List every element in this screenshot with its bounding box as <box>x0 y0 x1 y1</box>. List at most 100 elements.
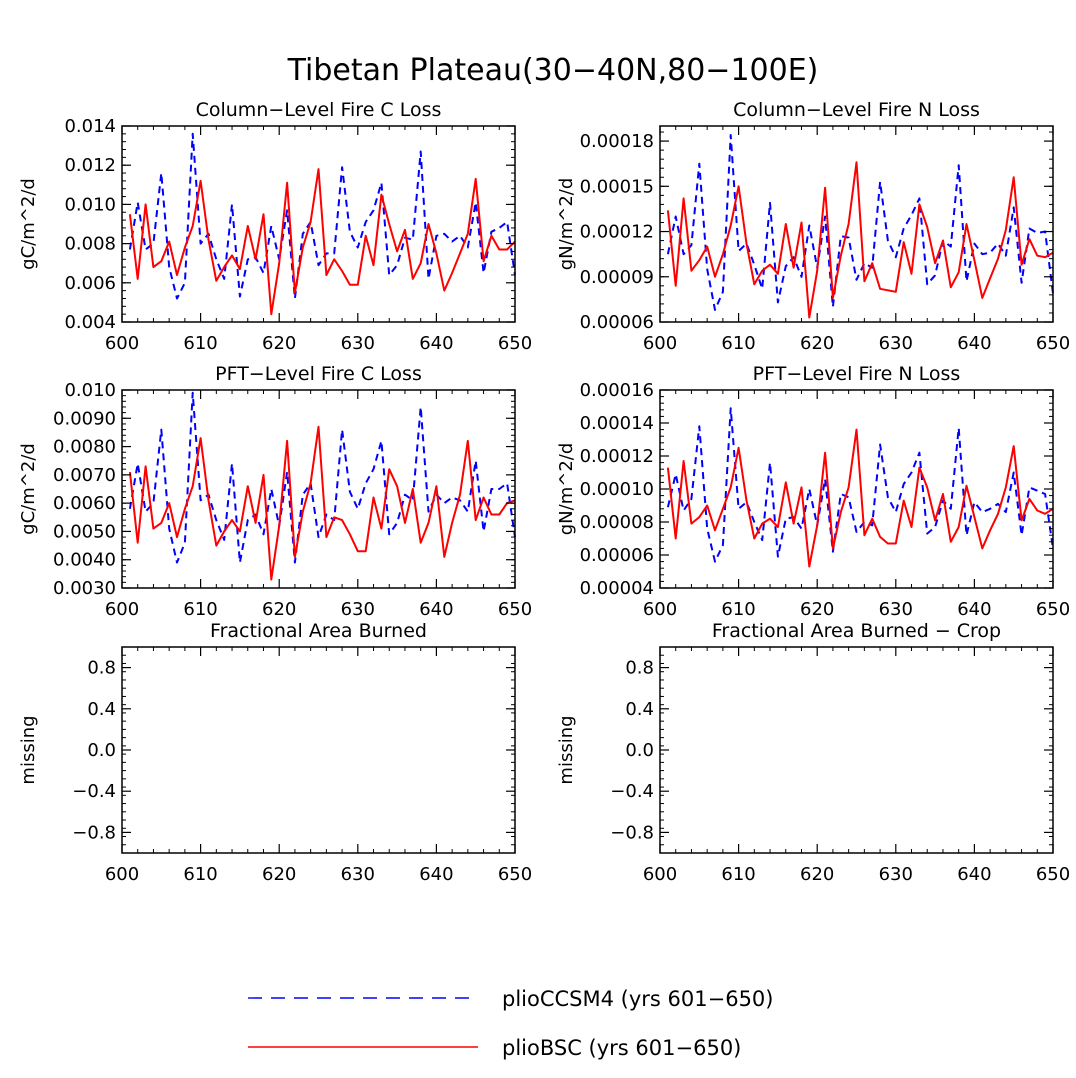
panels: Column−Level Fire C Loss gC/m^2/d 600 610 62… <box>18 99 1070 885</box>
x-tick-label: 630 <box>341 599 375 620</box>
y-tick-label: 0.00006 <box>580 312 654 333</box>
y-tick-label: 0.00014 <box>580 413 654 434</box>
x-tick-label: 640 <box>419 599 453 620</box>
x-tick-label: 650 <box>1036 599 1070 620</box>
y-axis-label: missing <box>18 715 39 784</box>
y-tick-label: 0.00012 <box>580 222 654 243</box>
x-tick-label: 620 <box>800 864 834 885</box>
y-axis-label: missing <box>556 715 577 784</box>
y-tick-label: −0.4 <box>610 781 654 802</box>
x-tick-label: 630 <box>341 864 375 885</box>
y-tick-label: 0.00018 <box>580 131 654 152</box>
figure-title: Tibetan Plateau(30−40N,80−100E) <box>287 53 819 88</box>
x-tick-label: 620 <box>800 333 834 354</box>
x-tick-label: 600 <box>643 864 677 885</box>
x-tick-label: 630 <box>341 333 375 354</box>
y-tick-label: 0.0080 <box>53 437 116 458</box>
y-tick-label: 0.010 <box>64 194 116 215</box>
x-tick-label: 640 <box>419 864 453 885</box>
series-line-pliobsc <box>128 425 516 581</box>
x-tick-label: 620 <box>262 864 296 885</box>
y-tick-label: 0.00010 <box>580 479 654 500</box>
y-axis-label: gC/m^2/d <box>18 178 39 270</box>
y-tick-label: 0.00009 <box>580 267 654 288</box>
plot-frame <box>659 125 1054 323</box>
y-tick-label: −0.8 <box>610 822 654 843</box>
y-tick-label: −0.8 <box>72 822 116 843</box>
y-tick-label: 0.0050 <box>53 521 116 542</box>
x-tick-label: 640 <box>957 599 991 620</box>
x-tick-label: 640 <box>419 333 453 354</box>
y-tick-label: −0.4 <box>72 781 116 802</box>
panel-6: Fractional Area Burned − Crop missing 600 6… <box>556 620 1070 885</box>
panel-3: PFT−Level Fire C Loss gC/m^2/d 600 610 620 63… <box>18 363 532 620</box>
x-tick-label: 650 <box>1036 864 1070 885</box>
y-tick-label: 0.0030 <box>53 578 116 599</box>
x-tick-label: 600 <box>643 333 677 354</box>
x-tick-label: 640 <box>957 864 991 885</box>
x-tick-label: 610 <box>721 599 755 620</box>
x-tick-label: 650 <box>498 333 532 354</box>
x-tick-label: 600 <box>105 864 139 885</box>
x-tick-label: 650 <box>498 864 532 885</box>
x-tick-label: 620 <box>800 599 834 620</box>
x-tick-label: 610 <box>183 864 217 885</box>
x-tick-label: 630 <box>879 599 913 620</box>
y-tick-label: 0.0060 <box>53 493 116 514</box>
y-tick-label: 0.0 <box>625 740 654 761</box>
y-tick-label: 0.004 <box>64 312 116 333</box>
x-tick-label: 610 <box>183 333 217 354</box>
y-tick-label: 0.008 <box>64 234 116 255</box>
y-tick-label: 0.00008 <box>580 512 654 533</box>
legend: plioCCSM4 (yrs 601−650) plioBSC (yrs 601… <box>248 987 773 1060</box>
x-tick-label: 610 <box>721 864 755 885</box>
legend-label-ccsm4: plioCCSM4 (yrs 601−650) <box>502 987 773 1011</box>
x-tick-label: 630 <box>879 864 913 885</box>
plot-frame <box>659 389 1054 589</box>
y-tick-label: 0.0090 <box>53 408 116 429</box>
legend-label-bsc: plioBSC (yrs 601−650) <box>502 1036 741 1060</box>
y-tick-label: 0.00016 <box>580 380 654 401</box>
y-tick-label: 0.010 <box>64 380 116 401</box>
y-tick-label: 0.012 <box>64 155 116 176</box>
x-tick-label: 600 <box>105 333 139 354</box>
panel-title: PFT−Level Fire C Loss <box>215 363 422 385</box>
plot-frame <box>121 125 516 323</box>
y-tick-label: 0.8 <box>87 658 116 679</box>
panel-title: Fractional Area Burned − Crop <box>712 620 1001 642</box>
panel-1: Column−Level Fire C Loss gC/m^2/d 600 610 62… <box>18 99 532 354</box>
y-tick-label: 0.4 <box>625 699 654 720</box>
y-axis-label: gC/m^2/d <box>18 443 39 535</box>
series-line-pliobsc <box>666 428 1054 568</box>
y-tick-label: 0.0070 <box>53 465 116 486</box>
panel-4: PFT−Level Fire N Loss gN/m^2/d 600 610 620 63… <box>556 363 1070 620</box>
y-tick-label: 0.8 <box>625 658 654 679</box>
y-tick-label: 0.006 <box>64 273 116 294</box>
x-tick-label: 620 <box>262 333 296 354</box>
panel-title: Column−Level Fire C Loss <box>196 99 442 121</box>
series-line-pliobsc <box>666 161 1054 319</box>
x-tick-label: 650 <box>498 599 532 620</box>
x-tick-label: 600 <box>643 599 677 620</box>
y-tick-label: 0.00006 <box>580 545 654 566</box>
x-tick-label: 610 <box>183 599 217 620</box>
panel-title: Fractional Area Burned <box>210 620 427 642</box>
x-tick-label: 650 <box>1036 333 1070 354</box>
plot-frame <box>121 646 516 854</box>
x-tick-label: 630 <box>879 333 913 354</box>
x-tick-label: 610 <box>721 333 755 354</box>
series-line-plioccsm4 <box>128 391 516 564</box>
plot-frame <box>121 389 516 589</box>
series-line-plioccsm4 <box>666 407 1054 563</box>
y-tick-label: 0.00012 <box>580 446 654 467</box>
x-tick-label: 600 <box>105 599 139 620</box>
y-tick-label: 0.014 <box>64 116 116 137</box>
x-tick-label: 620 <box>262 599 296 620</box>
y-tick-label: 0.0 <box>87 740 116 761</box>
y-tick-label: 0.0040 <box>53 550 116 571</box>
panel-title: PFT−Level Fire N Loss <box>753 363 961 385</box>
panel-title: Column−Level Fire N Loss <box>733 99 980 121</box>
y-tick-label: 0.4 <box>87 699 116 720</box>
plot-frame <box>659 646 1054 854</box>
